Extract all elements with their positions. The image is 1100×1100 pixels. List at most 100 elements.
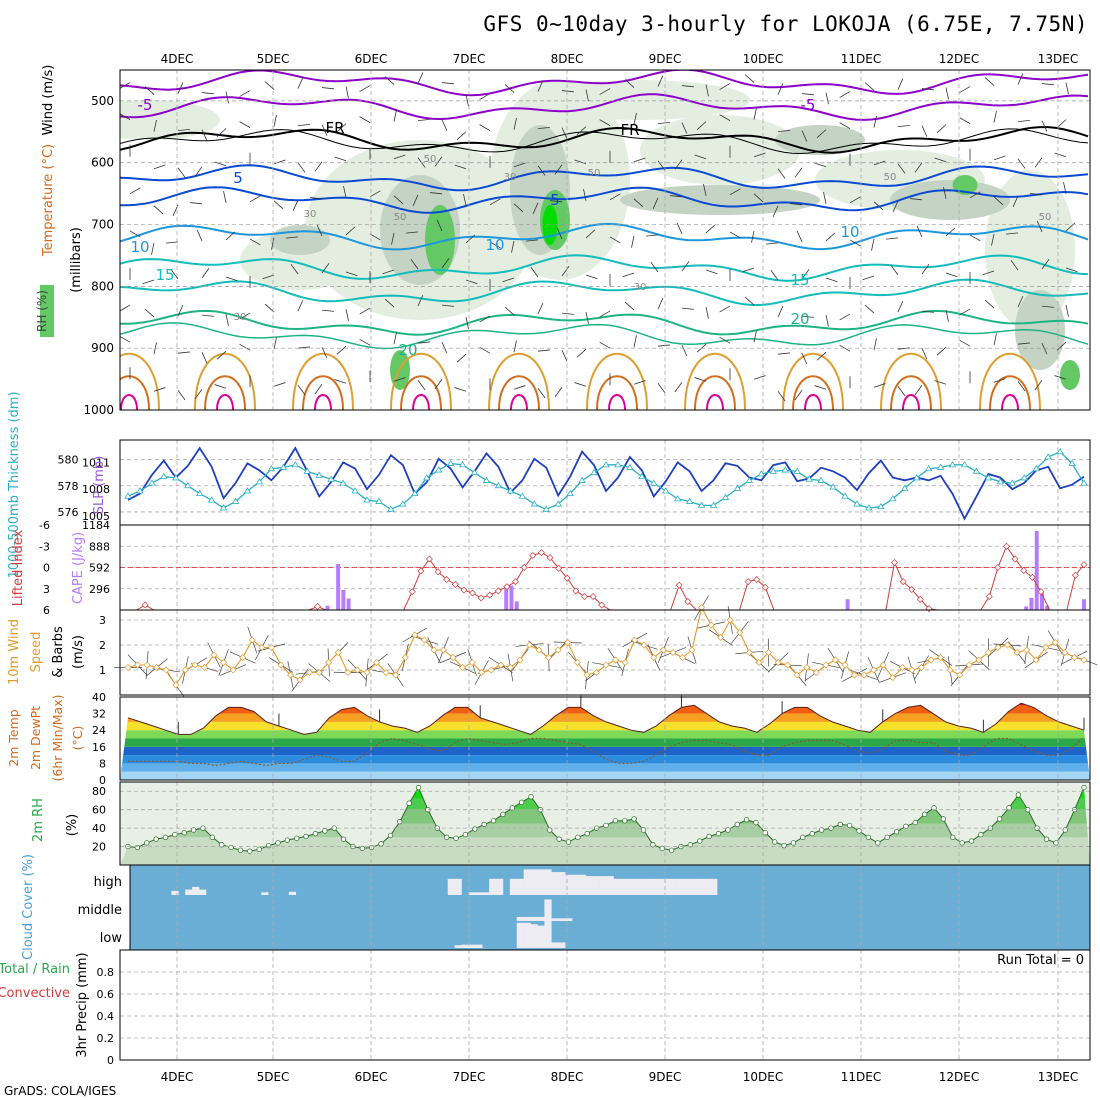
wind-barb — [196, 229, 203, 242]
li-marker — [408, 588, 416, 596]
wind-marker — [181, 666, 189, 674]
thickness-marker — [339, 479, 347, 486]
rh-marker — [1062, 827, 1068, 833]
cape-bar — [504, 587, 509, 610]
precip-convective-label: Convective — [0, 986, 70, 1001]
precip-axis-label: 3hr Precip (mm) — [75, 952, 90, 1057]
thickness-marker — [662, 487, 670, 494]
wind-marker — [1061, 649, 1069, 656]
cloud-block — [565, 874, 573, 895]
rh-marker — [340, 836, 347, 842]
cape-bar — [845, 599, 850, 610]
isotherm-warm — [390, 353, 452, 410]
rh-marker — [734, 821, 740, 828]
contour-label: 15 — [790, 271, 809, 289]
wind-barb — [674, 159, 683, 170]
wind-barb — [393, 109, 397, 122]
wind-barb — [151, 242, 155, 255]
rh-marker — [453, 835, 459, 841]
cloud-block — [634, 878, 642, 895]
wind-barb — [336, 123, 347, 132]
wind-panel: 1 2 3 10m Wind Speed & Barbs (m/s) — [7, 595, 1098, 697]
temp-band — [120, 705, 1090, 714]
wind-barb — [417, 341, 430, 344]
thickness-marker — [279, 463, 288, 470]
rh-shading — [530, 80, 750, 120]
day-label-top: 7DEC — [453, 52, 486, 66]
wind-barb — [633, 157, 646, 163]
wind-barb — [849, 196, 861, 204]
rh-marker — [978, 831, 984, 838]
wind-barb — [1041, 83, 1054, 86]
wind-barb — [537, 349, 550, 352]
wind-barb — [921, 125, 928, 137]
wind-barb — [384, 298, 395, 308]
wind-barb — [537, 165, 546, 176]
rh-legend-swatch — [40, 285, 54, 337]
cloud-level-label: high — [94, 875, 122, 890]
cloud-block — [654, 878, 663, 895]
li-marker — [529, 551, 537, 559]
rh-marker — [781, 842, 787, 849]
thickness-marker — [865, 504, 873, 511]
temp-axis-label: 2m DewPt — [28, 706, 43, 770]
thickness-marker — [172, 474, 180, 481]
rh-marker — [715, 830, 722, 837]
wind-barb — [430, 192, 443, 195]
wind-barb — [417, 380, 426, 391]
rh-marker — [772, 839, 778, 845]
li-marker — [417, 567, 425, 575]
wind-barb — [225, 314, 229, 326]
wind-barb — [622, 272, 635, 278]
cloud-block — [703, 878, 711, 895]
thickness-marker — [303, 467, 311, 474]
rh-marker — [275, 840, 281, 846]
wind-barb — [624, 301, 635, 311]
rh-marker — [509, 805, 515, 811]
wind-marker — [564, 639, 572, 646]
wind-barb — [574, 159, 587, 165]
wind-barb — [537, 302, 544, 315]
li-marker — [1071, 571, 1079, 579]
wind-barb — [561, 350, 568, 362]
wind-barb — [441, 119, 448, 131]
precip-total-label: Total / Rain — [0, 962, 70, 977]
wind-barb — [801, 315, 814, 318]
wind-barb — [864, 304, 875, 314]
time-axis: 4DEC 4DEC 5DEC 5DEC 6DEC 6DEC 7DEC 7DEC 8DEC 8DEC… — [161, 52, 1079, 1084]
wind-barb — [201, 268, 210, 279]
wind-marker — [956, 671, 964, 679]
contour-label: 5 — [550, 191, 560, 209]
temp-band — [120, 738, 1090, 747]
cloud-block — [578, 874, 587, 895]
thickness-marker — [960, 461, 969, 468]
li-marker — [537, 549, 545, 557]
thickness-marker — [554, 500, 562, 507]
day-label-bottom: 8DEC — [551, 1070, 584, 1084]
thickness-marker — [853, 500, 861, 507]
wind-barb — [359, 116, 371, 123]
rh-marker — [294, 835, 300, 841]
li-marker — [753, 576, 761, 584]
wind-barb — [441, 258, 450, 269]
wind-barb — [814, 162, 827, 168]
slp-tick: 1008 — [82, 483, 110, 496]
slp-axis-label: SLP (mb) — [92, 456, 107, 515]
li-tick: 0 — [43, 562, 50, 575]
wind-barb — [814, 385, 827, 390]
wind-barb — [417, 118, 430, 122]
wind-barb — [153, 119, 157, 132]
thickness-marker — [912, 474, 921, 481]
wind-barb — [681, 261, 690, 272]
thickness-marker — [650, 479, 658, 486]
thickness-marker — [411, 489, 419, 497]
wind-marker — [258, 644, 266, 651]
rh-marker — [790, 840, 797, 846]
wind-barb — [513, 340, 517, 353]
thickness-marker — [231, 497, 240, 504]
cape-tick: 888 — [89, 540, 110, 553]
wind-barb — [646, 234, 659, 237]
wind-marker — [526, 641, 534, 649]
cloud-block — [475, 892, 483, 895]
wind-barb — [166, 241, 179, 244]
